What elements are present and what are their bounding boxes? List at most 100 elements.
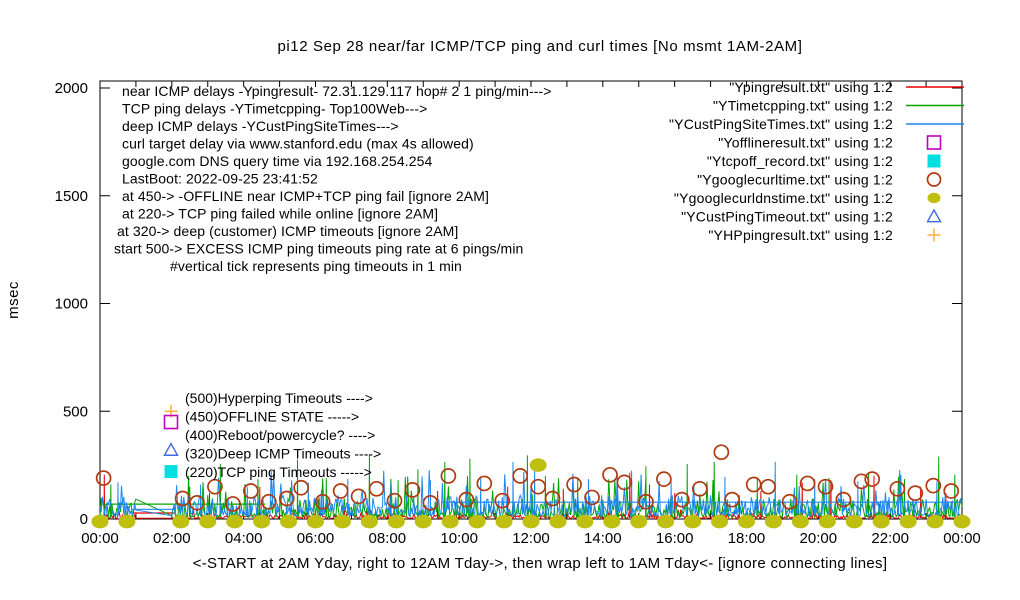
- data-point-marker: [713, 444, 730, 461]
- data-point-marker: [174, 490, 191, 507]
- info-line: at 450-> -OFFLINE near ICMP+TCP ping fai…: [122, 188, 489, 204]
- legend-entry: "Ygooglecurltime.txt" using 1:2: [697, 172, 942, 188]
- legend-marker-sample: [926, 172, 942, 187]
- data-point-marker: [926, 514, 944, 529]
- data-point-marker: [872, 514, 890, 529]
- legend-entry: "Yofflineresult.txt" using 1:2: [718, 135, 942, 151]
- threshold-label: (220)TCP ping Timeouts ----->: [185, 464, 372, 480]
- legend-label: "Ygooglecurldnstime.txt" using 1:2: [674, 190, 893, 206]
- data-point-marker: [91, 514, 109, 529]
- x-tick-label: 16:00: [656, 530, 694, 547]
- data-point-marker: [368, 480, 385, 497]
- series-markers: [91, 458, 971, 529]
- series-markers: [95, 444, 960, 512]
- legend-marker-sample: [926, 135, 942, 150]
- data-point-marker: [118, 514, 136, 529]
- y-tick-label: 2000: [55, 80, 88, 97]
- data-point-marker: [745, 476, 762, 493]
- data-point-marker: [760, 478, 776, 495]
- legend-label: "Ygooglecurltime.txt" using 1:2: [697, 172, 893, 188]
- data-point-marker: [684, 514, 702, 529]
- plot-area: 00:00 02:00 04:00 06:00 08:00 10:00 12:00 14:00…: [55, 79, 981, 547]
- legend-entry: "YHPpingresult.txt" using 1:2: [708, 227, 941, 243]
- data-point-marker: [314, 493, 331, 510]
- legend-entry: "YCustPingSiteTimes.txt" using 1:2: [669, 116, 964, 132]
- x-tick-label: 00:00: [943, 530, 981, 547]
- legend-marker-sample: [927, 192, 941, 204]
- info-line: google.com DNS query time via 192.168.25…: [122, 153, 432, 169]
- threshold-label: (320)Deep ICMP Timeouts ---->: [185, 446, 381, 462]
- legend-entry: "Ypingresult.txt" using 1:2: [729, 79, 964, 95]
- info-line: at 320-> deep (customer) ICMP timeouts […: [117, 223, 458, 239]
- data-point-marker: [225, 496, 241, 512]
- data-point-marker: [280, 514, 298, 529]
- y-tick-label: 1000: [55, 296, 88, 313]
- data-point-marker: [864, 471, 881, 487]
- data-point-marker: [494, 492, 511, 509]
- data-point-marker: [943, 483, 960, 499]
- data-point-marker: [189, 494, 205, 511]
- info-text-block: near ICMP delays -Ypingresult- 72.31.129…: [114, 83, 552, 274]
- data-point-marker: [512, 468, 529, 484]
- threshold-label: (500)Hyperping Timeouts ---->: [185, 390, 373, 406]
- legend-entry: "Ygooglecurldnstime.txt" using 1:2: [674, 190, 941, 206]
- y-axis-ticks: [100, 87, 962, 520]
- threshold-annotations: (500)Hyperping Timeouts ----> (450)OFFLIN…: [163, 390, 381, 480]
- data-point-marker: [307, 514, 324, 529]
- info-line: TCP ping delays -YTimetcpping- Top100Web…: [122, 101, 427, 117]
- data-point-marker: [799, 475, 816, 492]
- x-tick-label: 12:00: [512, 530, 550, 547]
- data-point-marker: [602, 466, 618, 483]
- data-point-marker: [387, 514, 405, 529]
- legend-label: "YCustPingSiteTimes.txt" using 1:2: [669, 116, 893, 132]
- data-point-marker: [386, 492, 403, 509]
- legend-entry: "YCustPingTimeout.txt" using 1:2: [681, 208, 942, 225]
- data-point-marker: [673, 491, 690, 508]
- data-point-marker: [638, 493, 654, 510]
- y-tick-label: 0: [80, 511, 88, 528]
- data-point-marker: [495, 514, 513, 529]
- data-point-marker: [691, 480, 708, 497]
- data-point-marker: [95, 470, 112, 486]
- data-point-marker: [603, 514, 621, 529]
- data-point-marker: [422, 494, 439, 511]
- info-line: #vertical tick represents ping timeouts …: [170, 258, 462, 274]
- y-tick-labels: 0 500 1000 1500 2000: [55, 80, 88, 528]
- y-axis-label: msec: [5, 281, 22, 319]
- data-point-marker: [818, 514, 836, 529]
- legend-label: "YTimetcpping.txt" using 1:2: [713, 98, 893, 114]
- info-line: curl target delay via www.stanford.edu (…: [122, 136, 474, 152]
- data-point-marker: [172, 514, 190, 529]
- info-line: near ICMP delays -Ypingresult- 72.31.129…: [122, 83, 552, 99]
- data-point-marker: [199, 514, 217, 529]
- data-point-marker: [764, 514, 782, 529]
- data-point-marker: [817, 478, 834, 495]
- data-point-marker: [360, 514, 378, 529]
- data-point-marker: [899, 514, 917, 529]
- data-point-marker: [468, 514, 486, 529]
- data-point-marker: [260, 493, 277, 510]
- data-point-marker: [657, 514, 675, 529]
- data-point-marker: [853, 473, 870, 490]
- data-point-marker: [544, 490, 561, 507]
- data-point-marker: [226, 514, 244, 529]
- series-line: [99, 461, 963, 518]
- data-point-marker: [522, 514, 540, 529]
- y-tick-label: 1500: [55, 188, 88, 205]
- legend-label: "Yofflineresult.txt" using 1:2: [718, 135, 893, 151]
- data-point-marker: [476, 475, 493, 492]
- x-tick-label: 00:00: [81, 530, 119, 547]
- data-point-marker: [549, 514, 567, 529]
- data-point-marker: [529, 458, 547, 472]
- x-tick-label: 22:00: [871, 530, 909, 547]
- data-point-marker: [738, 514, 755, 529]
- data-point-marker: [835, 491, 852, 508]
- data-point-marker: [441, 514, 459, 529]
- x-axis-caption: <-START at 2AM Yday, right to 12AM Tday-…: [193, 555, 888, 572]
- info-line: LastBoot: 2022-09-25 23:41:52: [122, 171, 318, 187]
- data-point-marker: [724, 491, 740, 508]
- legend-marker-sample: [926, 208, 942, 223]
- x-tick-labels: 00:00 02:00 04:00 06:00 08:00 10:00 12:00 14:00…: [81, 530, 981, 547]
- threshold-label: (400)Reboot/powercycle? ---->: [185, 427, 375, 443]
- data-point-marker: [440, 468, 457, 484]
